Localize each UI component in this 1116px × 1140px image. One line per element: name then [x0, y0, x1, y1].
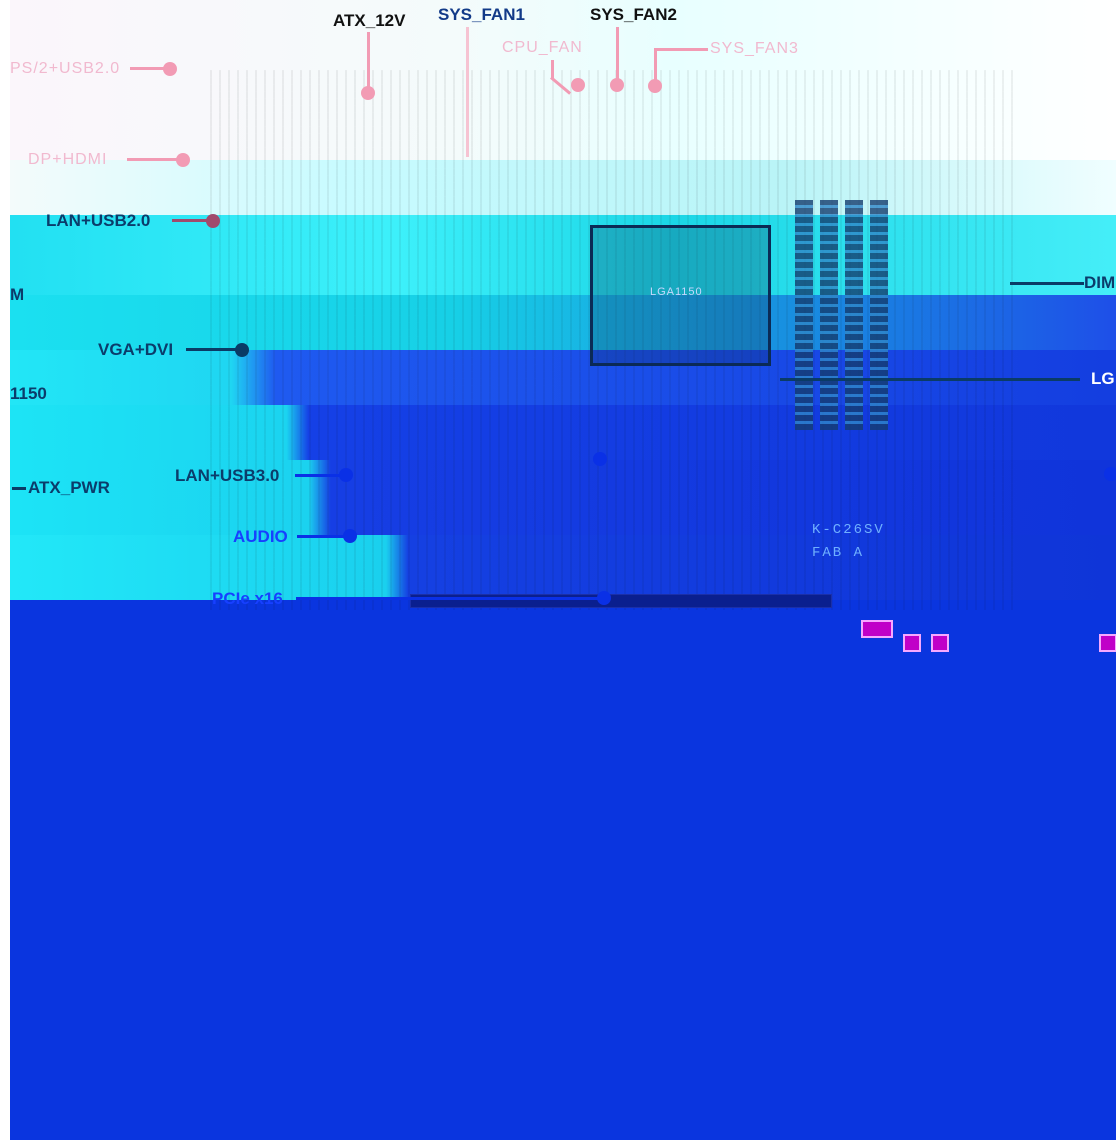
leader-line	[551, 60, 554, 78]
leader-line	[130, 67, 168, 70]
marker-block	[861, 620, 893, 638]
background-band-5	[10, 405, 1116, 465]
label-dimm-right: DIM	[1084, 273, 1116, 292]
board-marking-model: K-C26SV	[812, 522, 885, 538]
leader-line	[12, 487, 26, 490]
connector-dot	[339, 468, 353, 482]
background-band-6	[10, 460, 1116, 540]
board-marking-revision: FAB A	[812, 545, 865, 561]
label-cpu-fan: CPU_FAN	[502, 39, 583, 56]
label-audio: AUDIO	[233, 527, 288, 546]
connector-dot	[648, 79, 662, 93]
label-dimm-left: M	[10, 285, 25, 304]
leader-line	[295, 474, 343, 477]
leader-line	[297, 535, 349, 538]
background-band-bottom	[10, 600, 1116, 1140]
leader-line	[296, 597, 601, 600]
connector-dot	[1104, 467, 1116, 481]
connector-dot	[361, 86, 375, 100]
label-lan-usb20: LAN+USB2.0	[46, 211, 151, 230]
connector-dot	[163, 62, 177, 76]
connector-dot	[176, 153, 190, 167]
leader-line	[780, 378, 1080, 381]
label-lga-right: LG	[1091, 369, 1115, 388]
socket-marking: LGA1150	[650, 286, 703, 298]
label-lan-usb30: LAN+USB3.0	[175, 466, 280, 485]
leader-line	[654, 48, 657, 82]
marker-block	[1099, 634, 1116, 652]
label-pcie-x16: PCIe x16	[212, 589, 283, 608]
leader-line	[1010, 282, 1084, 285]
leader-line	[466, 27, 469, 157]
connector-dot	[206, 214, 220, 228]
dimm-slot	[870, 200, 888, 430]
leader-line	[616, 27, 619, 83]
dimm-slot	[795, 200, 813, 430]
connector-dot	[597, 591, 611, 605]
leader-line	[186, 348, 241, 351]
leader-line	[656, 48, 708, 51]
marker-block	[931, 634, 949, 652]
background-band-2	[10, 215, 1116, 300]
leader-line	[172, 219, 212, 222]
label-dp-hdmi: DP+HDMI	[28, 151, 108, 168]
label-sys-fan1: SYS_FAN1	[438, 5, 525, 24]
connector-dot	[593, 452, 607, 466]
label-ps2-usb20: PS/2+USB2.0	[10, 60, 121, 77]
marker-block	[903, 634, 921, 652]
label-atx-12v: ATX_12V	[333, 11, 406, 30]
label-atx-pwr: ATX_PWR	[28, 478, 110, 497]
label-sys-fan2: SYS_FAN2	[590, 5, 677, 24]
background-band-1	[10, 160, 1116, 220]
connector-dot	[571, 78, 585, 92]
leader-line	[127, 158, 182, 161]
dimm-slot	[820, 200, 838, 430]
label-vga-dvi: VGA+DVI	[98, 340, 174, 359]
dimm-slot	[845, 200, 863, 430]
connector-dot	[610, 78, 624, 92]
cpu-socket	[590, 225, 771, 366]
background-band-7	[10, 535, 1116, 605]
connector-dot	[235, 343, 249, 357]
label-sys-fan3: SYS_FAN3	[710, 40, 799, 57]
background-band-3	[10, 295, 1116, 355]
leader-line	[367, 32, 370, 90]
label-lga1150-left: 1150	[10, 384, 47, 403]
connector-dot	[343, 529, 357, 543]
